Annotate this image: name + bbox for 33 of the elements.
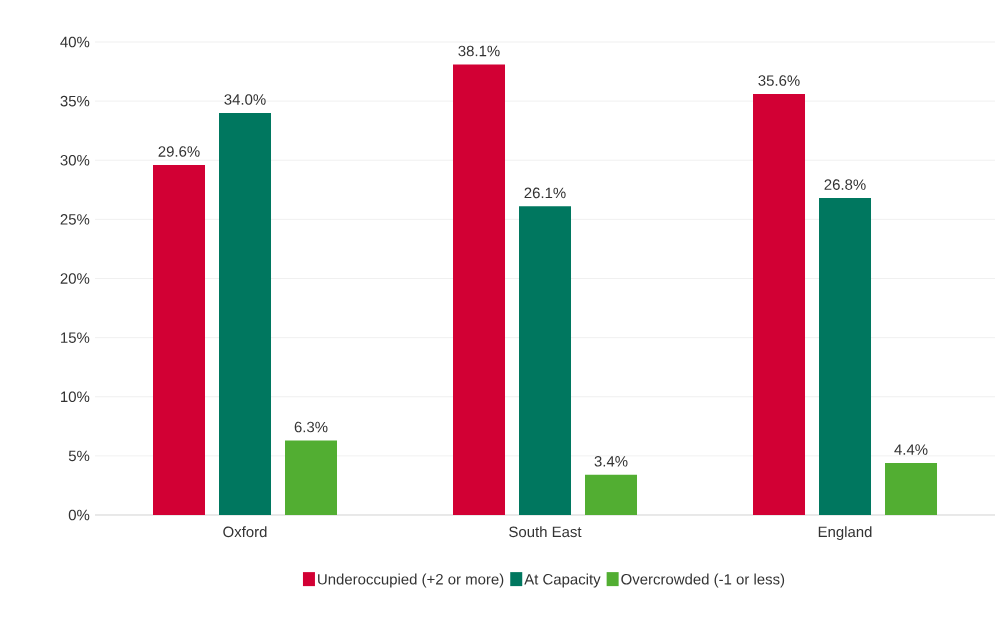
y-tick-label: 10%	[61, 391, 90, 403]
data-label: 26.1%	[524, 187, 566, 199]
data-label: 34.0%	[224, 94, 266, 105]
y-tick-label: 25%	[60, 214, 90, 225]
y-tick-label: 40%	[60, 36, 90, 48]
bar	[753, 94, 806, 515]
y-tick-label: 5%	[68, 450, 90, 462]
data-label: 26.8%	[824, 179, 866, 190]
data-label: 35.6%	[758, 75, 800, 86]
bar	[153, 164, 205, 515]
x-tick-label: South East	[509, 526, 582, 538]
legend-label: Overcrowded (-1 or less)	[621, 573, 785, 588]
data-label: 29.6%	[158, 146, 200, 157]
bar	[585, 474, 638, 515]
bar	[819, 198, 872, 515]
bar	[519, 206, 571, 515]
bar	[285, 440, 337, 515]
data-label: 38.1%	[458, 45, 500, 57]
legend-label: At Capacity	[524, 573, 601, 588]
data-label: 4.4%	[894, 444, 928, 455]
bar	[453, 64, 505, 515]
data-label: 6.3%	[294, 421, 328, 433]
bar	[885, 462, 938, 515]
legend-label: Underoccupied (+2 or more)	[318, 573, 504, 588]
data-label: 3.4%	[594, 456, 628, 467]
y-tick-label: 15%	[61, 332, 90, 343]
x-tick-label: Oxford	[223, 526, 267, 538]
bar	[219, 112, 271, 515]
y-tick-label: 0%	[68, 509, 90, 521]
y-tick-label: 30%	[60, 154, 90, 166]
y-tick-label: 35%	[60, 95, 90, 107]
x-tick-label: England	[818, 526, 872, 541]
y-tick-label: 20%	[60, 273, 90, 284]
